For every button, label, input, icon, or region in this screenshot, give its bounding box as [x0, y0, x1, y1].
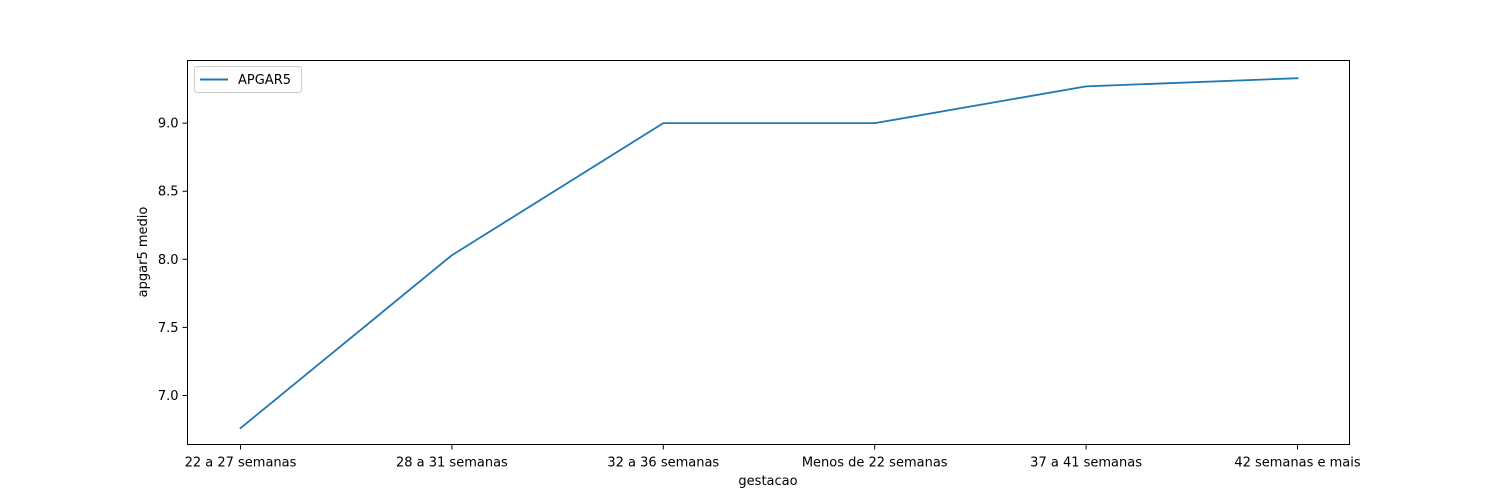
x-tick-label: Menos de 22 semanas	[802, 456, 948, 471]
x-axis-label: gestacao	[738, 474, 797, 489]
x-tick-label: 22 a 27 semanas	[185, 456, 297, 471]
legend: APGAR5	[194, 66, 302, 93]
x-tick-label: 37 a 41 semanas	[1030, 456, 1142, 471]
y-tick-label: 8.5	[158, 185, 179, 200]
y-tick-label: 7.0	[158, 389, 179, 404]
legend-label: APGAR5	[238, 73, 291, 88]
plot-area	[187, 60, 1350, 445]
x-tick-label: 42 semanas e mais	[1234, 456, 1361, 471]
legend-box	[194, 66, 302, 93]
x-tick-label: 28 a 31 semanas	[396, 456, 508, 471]
y-axis: 7.0 7.5 8.0 8.5 9.0	[158, 117, 188, 404]
series-line-0	[239, 77, 1299, 430]
y-tick-label: 9.0	[158, 117, 179, 132]
y-axis-label: apgar5 medio	[136, 207, 151, 298]
x-tick-label: 32 a 36 semanas	[607, 456, 719, 471]
y-tick-label: 7.5	[158, 321, 179, 336]
x-axis: 22 a 27 semanas 28 a 31 semanas 32 a 36 se…	[185, 444, 1361, 471]
series-layer	[239, 77, 1299, 430]
y-tick-label: 8.0	[158, 253, 179, 268]
